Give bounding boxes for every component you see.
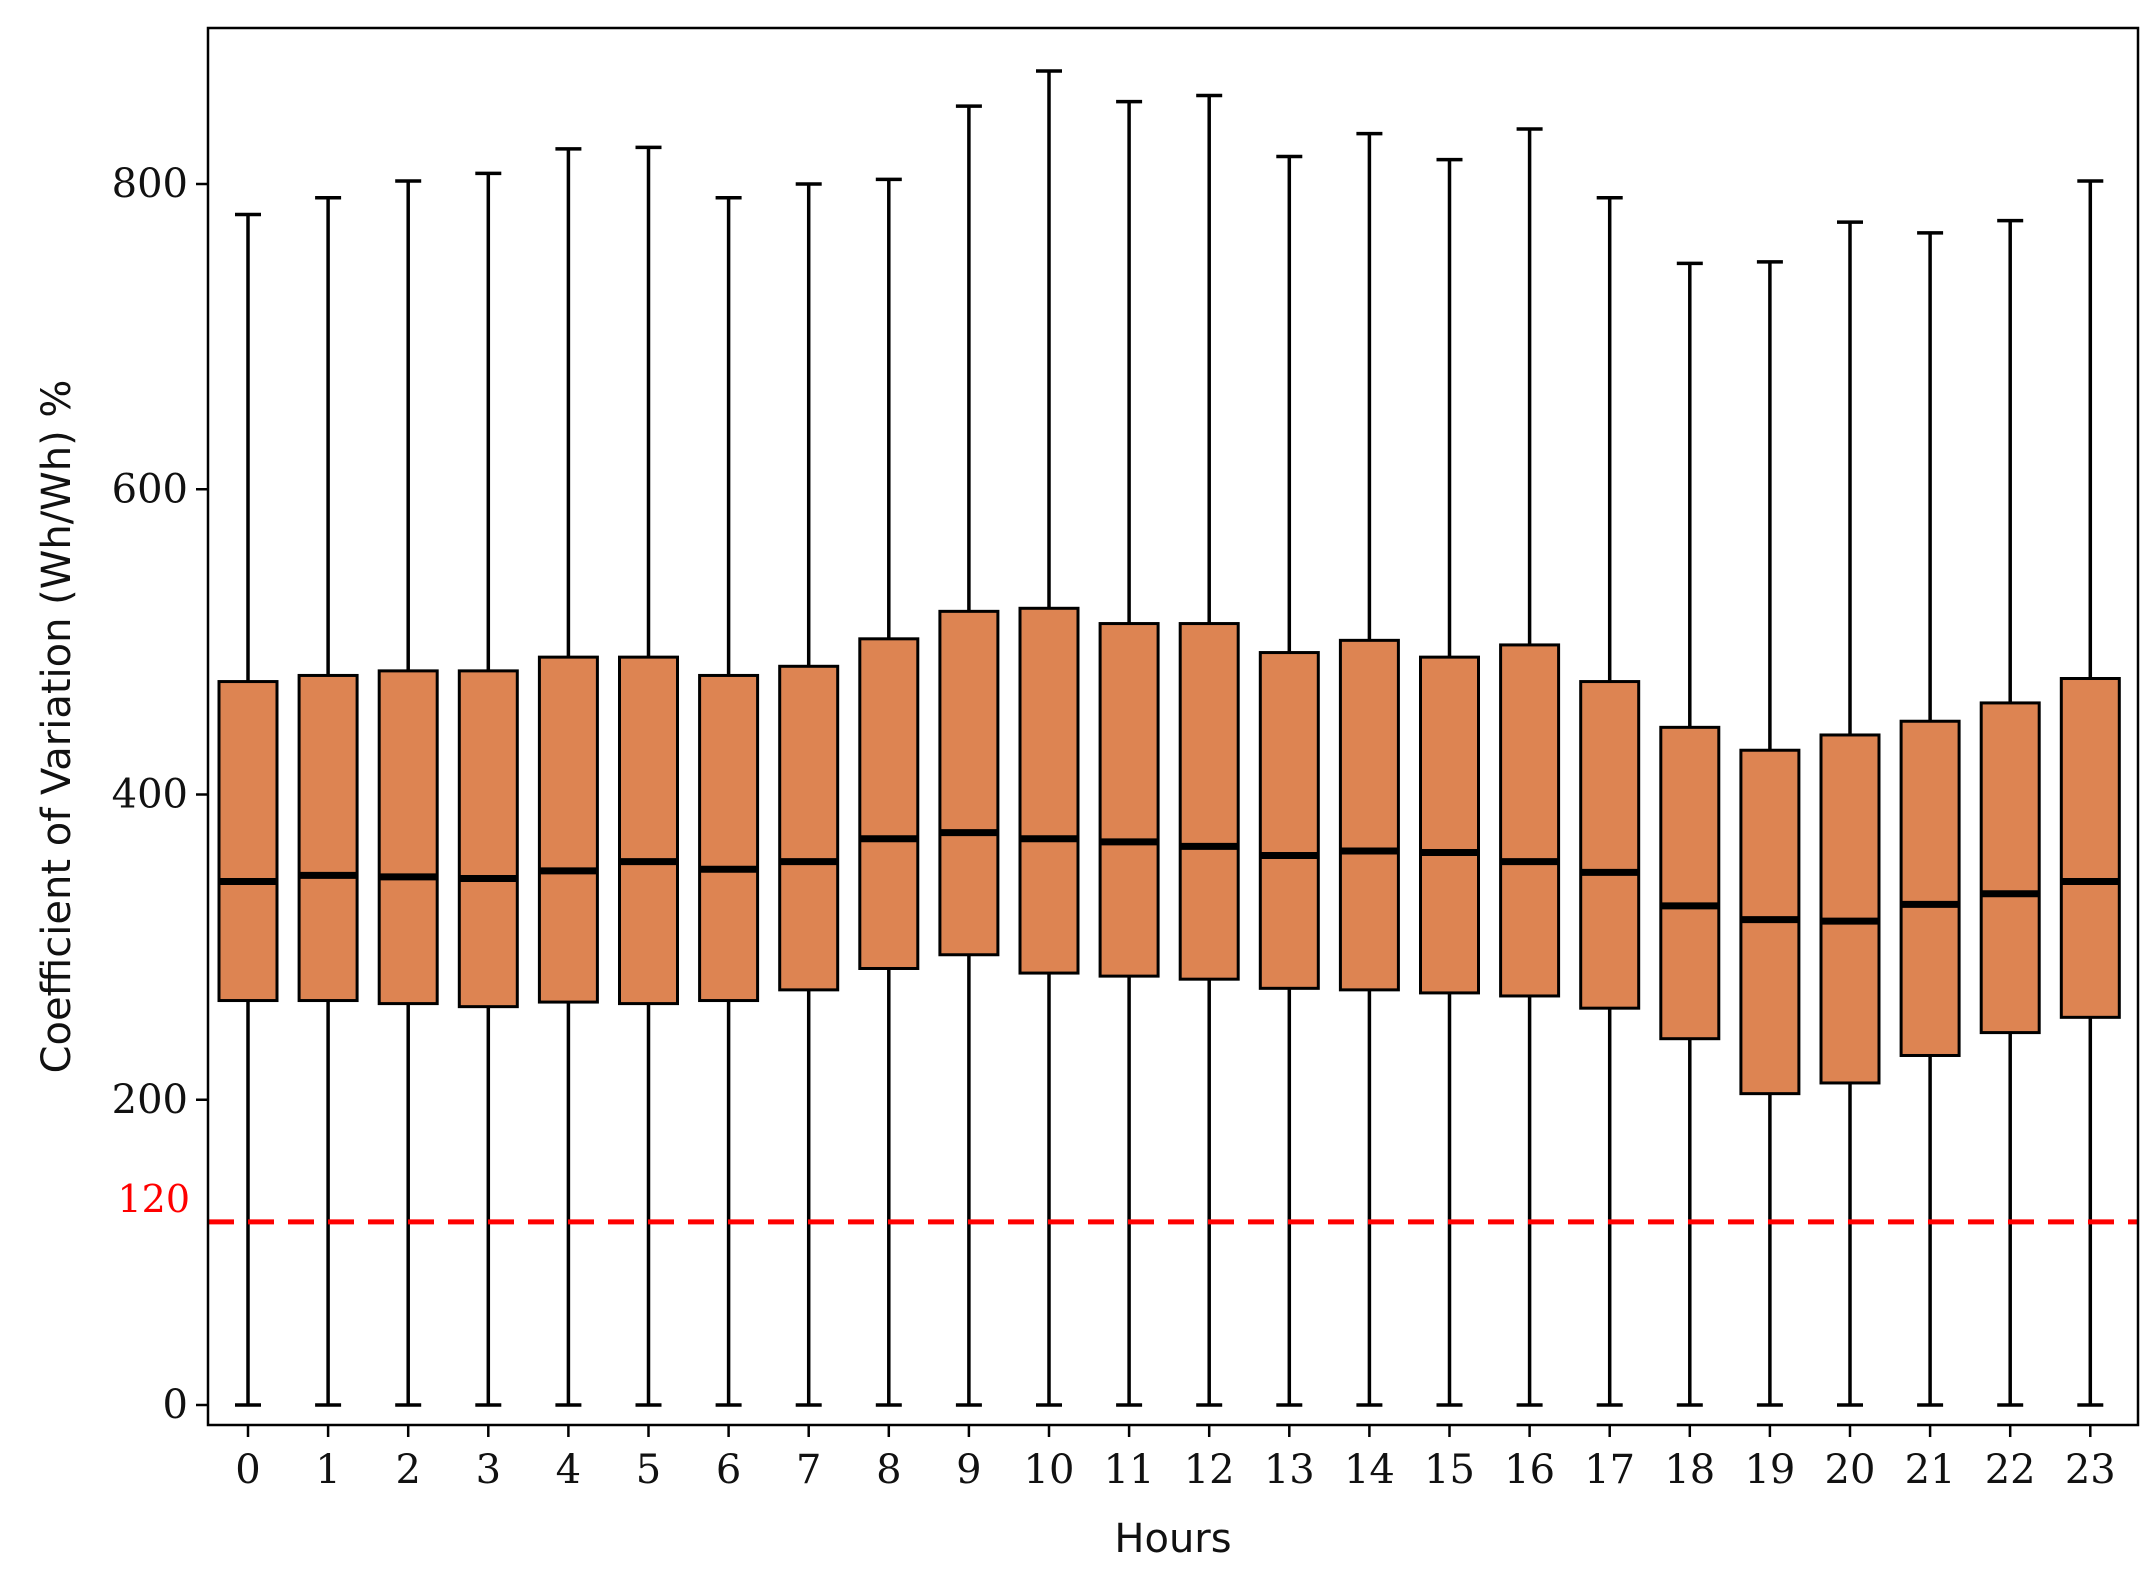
box-hour-2 <box>377 179 439 1407</box>
x-tick-label: 14 <box>1344 1447 1395 1493</box>
box-hour-20 <box>1819 220 1881 1407</box>
reference-line-label: 120 <box>117 1177 190 1221</box>
iqr-box <box>1178 622 1240 981</box>
iqr-box <box>938 609 1000 957</box>
reference-line-group: 120 <box>117 1177 2138 1225</box>
iqr-box <box>618 655 679 1006</box>
iqr-box <box>1979 701 2041 1035</box>
iqr-box <box>457 669 519 1009</box>
iqr-box <box>1258 651 1320 990</box>
box-hour-14 <box>1338 131 1400 1407</box>
x-tick-label: 13 <box>1264 1447 1315 1493</box>
iqr-box <box>377 669 439 1006</box>
box-hour-13 <box>1258 154 1320 1407</box>
x-tick-label: 17 <box>1584 1447 1635 1493</box>
x-tick-label: 15 <box>1424 1447 1475 1493</box>
iqr-box <box>1098 622 1160 978</box>
x-tick-label: 6 <box>716 1447 741 1493</box>
box-hour-23 <box>2059 179 2121 1407</box>
x-tick-label: 7 <box>796 1447 821 1493</box>
iqr-box <box>297 673 359 1003</box>
iqr-box <box>217 680 279 1003</box>
x-tick-label: 19 <box>1744 1447 1795 1493</box>
x-tick-label: 18 <box>1664 1447 1715 1493</box>
plot-frame <box>206 26 2140 1427</box>
box-hour-6 <box>698 195 760 1407</box>
x-tick-label: 21 <box>1905 1447 1956 1493</box>
box-hour-5 <box>618 145 679 1407</box>
box-hour-0 <box>217 212 279 1407</box>
iqr-box <box>537 655 599 1004</box>
y-tick-label: 0 <box>163 1382 188 1428</box>
iqr-box <box>1499 643 1561 998</box>
iqr-box <box>1819 733 1881 1085</box>
box-hour-17 <box>1579 195 1641 1407</box>
box-hour-16 <box>1499 127 1561 1407</box>
x-tick-label: 16 <box>1504 1447 1555 1493</box>
x-tick-label: 11 <box>1104 1447 1155 1493</box>
y-tick-label: 200 <box>112 1077 188 1123</box>
y-axis-title: Coefficient of Variation (Wh/Wh) % <box>34 380 80 1074</box>
y-tick-label: 800 <box>112 161 188 207</box>
x-tick-label: 4 <box>556 1447 581 1493</box>
box-hour-4 <box>537 147 599 1407</box>
box-hour-22 <box>1979 218 2041 1407</box>
box-hour-18 <box>1659 261 1721 1407</box>
x-tick-label: 2 <box>395 1447 420 1493</box>
box-hour-12 <box>1178 93 1240 1407</box>
x-tick-label: 20 <box>1825 1447 1876 1493</box>
iqr-box <box>778 664 840 992</box>
y-axis-ticks: 0 200 400 600 800 <box>112 161 208 1428</box>
y-tick-label: 600 <box>112 466 188 512</box>
x-tick-label: 1 <box>315 1447 340 1493</box>
x-tick-label: 10 <box>1024 1447 1075 1493</box>
box-hour-8 <box>858 177 920 1407</box>
iqr-box <box>1659 725 1721 1041</box>
iqr-box <box>858 637 920 970</box>
box-hour-21 <box>1899 231 1961 1407</box>
iqr-box <box>698 673 760 1003</box>
box-hour-3 <box>457 171 519 1407</box>
y-tick-label: 400 <box>112 772 188 818</box>
iqr-box <box>1018 606 1080 975</box>
iqr-box <box>1338 638 1400 992</box>
box-hour-10 <box>1018 69 1080 1407</box>
iqr-box <box>1419 655 1480 995</box>
box-hour-15 <box>1419 157 1480 1407</box>
x-axis-ticks: 0 1 2 3 4 5 6 7 8 9 10 11 12 13 14 15 16 17 18 19 20 21 22 23 <box>235 1425 2116 1493</box>
x-tick-label: 12 <box>1184 1447 1235 1493</box>
box-hour-19 <box>1739 260 1801 1407</box>
box-hour-7 <box>778 182 840 1407</box>
x-axis-title: Hours <box>1114 1516 1231 1562</box>
box-series <box>217 69 2121 1407</box>
iqr-box <box>1899 719 1961 1057</box>
x-tick-label: 9 <box>956 1447 981 1493</box>
x-tick-label: 0 <box>235 1447 260 1493</box>
x-tick-label: 5 <box>636 1447 661 1493</box>
x-tick-label: 8 <box>876 1447 901 1493</box>
iqr-box <box>2059 677 2121 1019</box>
iqr-box <box>1579 680 1641 1010</box>
x-tick-label: 22 <box>1985 1447 2036 1493</box>
box-hour-11 <box>1098 99 1160 1407</box>
x-tick-label: 3 <box>476 1447 501 1493</box>
box-hour-9 <box>938 104 1000 1407</box>
box-hour-1 <box>297 195 359 1407</box>
x-tick-label: 23 <box>2065 1447 2116 1493</box>
